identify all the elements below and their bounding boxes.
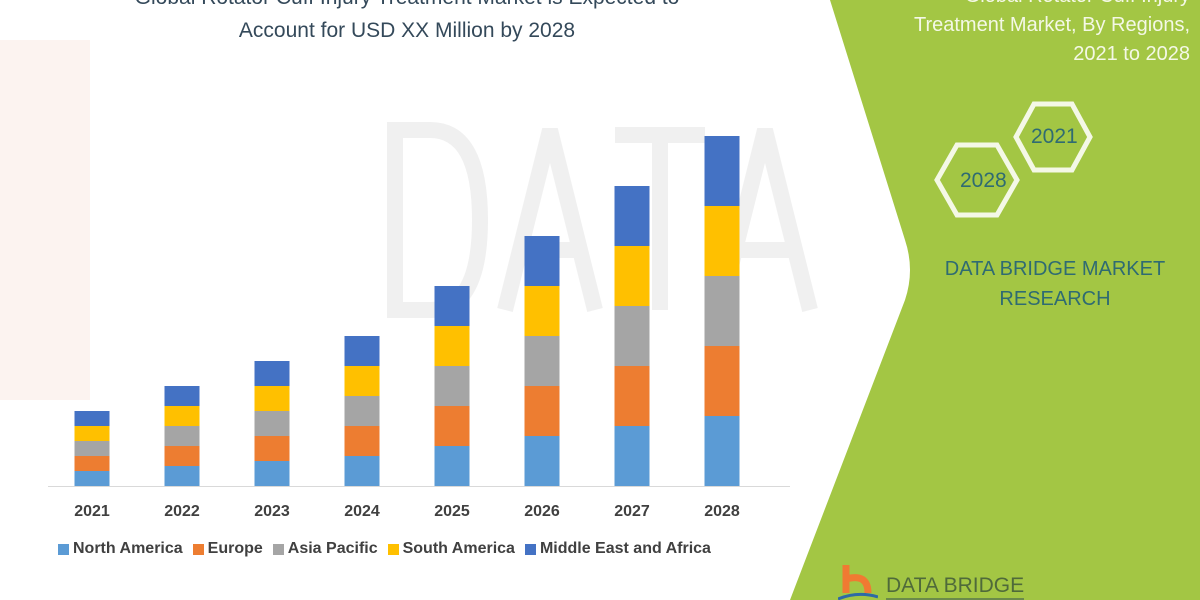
panel-title: Global Rotator Cuff Injury Treatment Mar… — [914, 0, 1190, 69]
green-panel-shape — [790, 0, 1200, 600]
bar-segment-2025-middle-east-and-africa — [434, 286, 470, 326]
legend-swatch — [387, 543, 399, 555]
bar-segment-2028-middle-east-and-africa — [704, 136, 740, 206]
panel-title-line1: Global Rotator Cuff Injury — [914, 0, 1190, 11]
legend-label: Europe — [207, 540, 263, 557]
bar-segment-2027-south-america — [614, 246, 650, 306]
bar-segment-2024-north-america — [344, 456, 380, 486]
bar-segment-2024-middle-east-and-africa — [344, 336, 380, 366]
x-tick-label: 2025 — [434, 503, 470, 520]
bar-segment-2022-middle-east-and-africa — [164, 386, 200, 406]
x-tick-label: 2021 — [74, 503, 110, 520]
legend-swatch — [58, 543, 69, 555]
bar-segment-2027-north-america — [614, 426, 650, 486]
x-tick-label: 2022 — [164, 503, 200, 520]
bar-segment-2025-north-america — [434, 446, 470, 486]
bar-segment-2025-south-america — [434, 326, 470, 366]
legend-swatch — [272, 543, 284, 555]
bar-segment-2025-europe — [434, 406, 470, 446]
legend-swatch — [192, 543, 204, 555]
bar-segment-2023-north-america — [254, 461, 290, 486]
data-bridge-logo: DATA BRIDGE — [838, 563, 1025, 600]
legend-item-north-america: North America — [58, 540, 183, 558]
logo-mark-icon — [838, 565, 878, 600]
bar-segment-2026-europe — [524, 386, 560, 436]
chart-title-line2: Account for USD XX Million by 2028 — [238, 19, 576, 42]
legend-label: North America — [73, 540, 183, 557]
legend-label: Middle East and Africa — [539, 540, 711, 557]
bar-segment-2028-south-america — [704, 206, 740, 276]
bar-segment-2022-south-america — [164, 406, 200, 426]
x-tick-label: 2023 — [254, 503, 290, 520]
panel-title-line2: Treatment Market, By Regions, — [913, 14, 1190, 36]
bar-segment-2026-middle-east-and-africa — [524, 236, 560, 286]
legend: North America Europe Asia Pacific South … — [58, 540, 711, 558]
logo-text: DATA BRIDGE — [886, 574, 1025, 600]
bar-segment-2022-asia-pacific — [164, 426, 200, 446]
watermark-logo — [0, 40, 180, 400]
brand-line1: DATA BRIDGE MARKET — [944, 258, 1166, 280]
stacked-bar-chart — [48, 136, 790, 487]
bar-segment-2023-asia-pacific — [254, 411, 290, 436]
hexagon-2021 — [1013, 101, 1093, 173]
hexagon-2028 — [934, 142, 1020, 218]
brand-text: DATA BRIDGE MARKET RESEARCH — [930, 254, 1180, 314]
bar-segment-2021-middle-east-and-africa — [74, 411, 110, 426]
bar-segment-2025-asia-pacific — [434, 366, 470, 406]
bar-segment-2022-europe — [164, 446, 200, 466]
bar-segment-2021-north-america — [74, 471, 110, 486]
bar-segment-2026-north-america — [524, 436, 560, 486]
x-tick-label: 2026 — [524, 503, 560, 520]
bar-segment-2024-asia-pacific — [344, 396, 380, 426]
bar-segment-2027-middle-east-and-africa — [614, 186, 650, 246]
hex-label-2021: 2021 — [1031, 125, 1078, 148]
hex-label-2028: 2028 — [960, 169, 1007, 192]
bar-segment-2022-north-america — [164, 466, 200, 486]
panel-title-line3: 2021 to 2028 — [1073, 43, 1190, 65]
bar-segment-2028-europe — [704, 346, 740, 416]
legend-label: Asia Pacific — [287, 540, 378, 557]
chart-title-line1: Global Rotator Cuff Injury Treatment Mar… — [7, 0, 807, 10]
bar-segment-2028-asia-pacific — [704, 276, 740, 346]
bar-segment-2024-south-america — [344, 366, 380, 396]
bar-segment-2023-south-america — [254, 386, 290, 411]
bar-segment-2026-south-america — [524, 286, 560, 336]
bar-segment-2023-middle-east-and-africa — [254, 361, 290, 386]
bar-segment-2021-europe — [74, 456, 110, 471]
brand-line2: RESEARCH — [999, 288, 1111, 310]
bar-segment-2021-south-america — [74, 426, 110, 441]
legend-swatch — [524, 543, 536, 555]
legend-item-europe: Europe — [192, 540, 263, 558]
bar-segment-2027-europe — [614, 366, 650, 426]
bar-segment-2027-asia-pacific — [614, 306, 650, 366]
legend-item-south-america: South America — [387, 540, 515, 558]
legend-label: South America — [402, 540, 515, 557]
legend-item-middle-east-africa: Middle East and Africa — [524, 540, 711, 558]
bar-segment-2026-asia-pacific — [524, 336, 560, 386]
bar-segment-2021-asia-pacific — [74, 441, 110, 456]
bar-segment-2023-europe — [254, 436, 290, 461]
bar-segment-2024-europe — [344, 426, 380, 456]
bar-segment-2028-north-america — [704, 416, 740, 486]
x-tick-label: 2027 — [614, 503, 650, 520]
x-tick-label: 2028 — [704, 503, 740, 520]
x-tick-label: 2024 — [344, 503, 380, 520]
legend-item-asia-pacific: Asia Pacific — [272, 540, 378, 558]
